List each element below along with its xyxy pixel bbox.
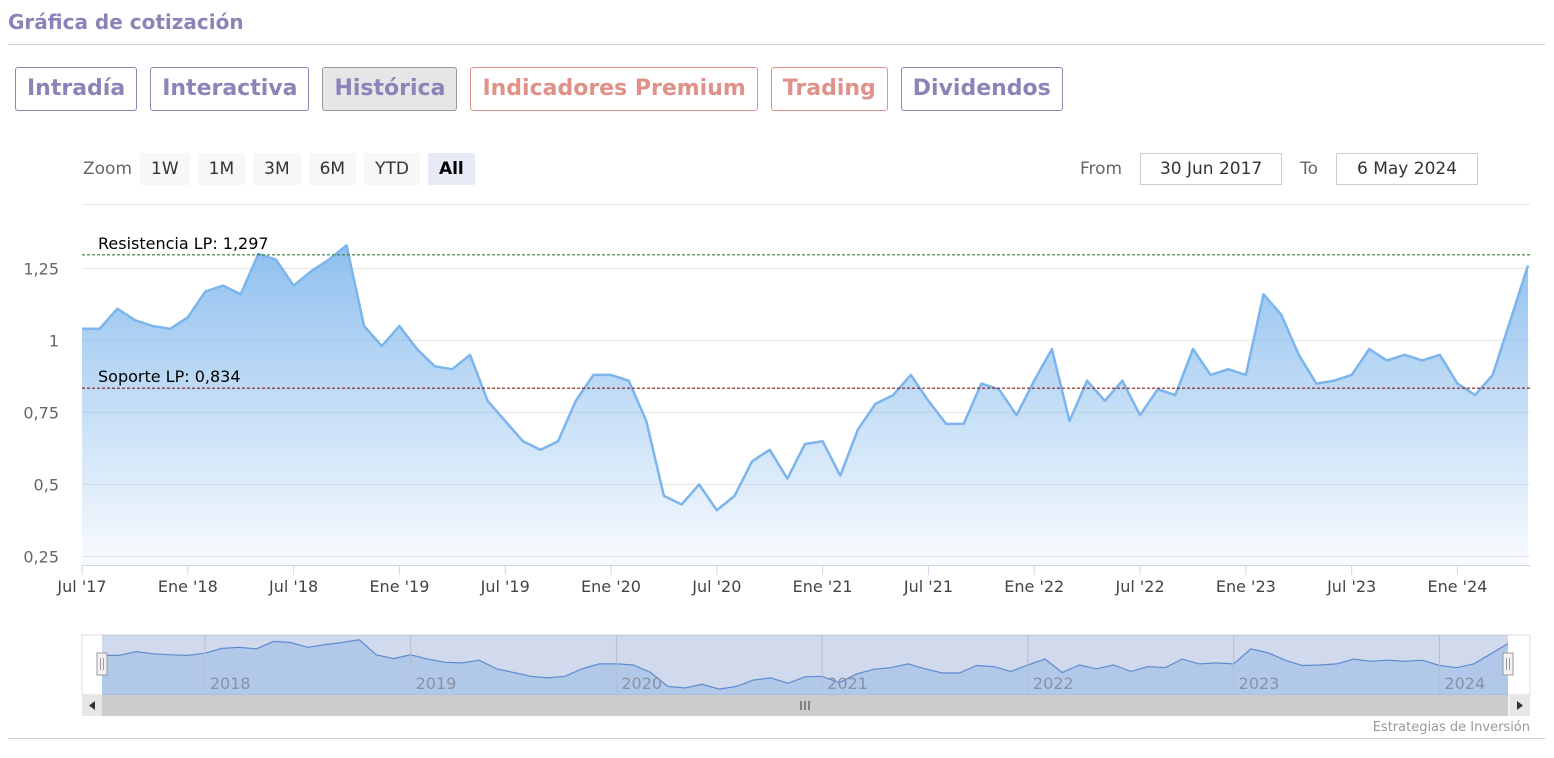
- y-tick-label: 0,75: [23, 403, 59, 422]
- zoom-button[interactable]: 3M: [253, 153, 301, 185]
- area-fill: [82, 245, 1528, 566]
- tab[interactable]: Dividendos: [900, 67, 1063, 111]
- tab[interactable]: Indicadores Premium: [470, 67, 758, 111]
- x-tick-label: Ene '19: [369, 577, 429, 596]
- to-input[interactable]: 6 May 2024: [1336, 153, 1479, 185]
- zoom-button[interactable]: 6M: [308, 153, 357, 185]
- plot-line-label: Soporte LP: 0,834: [98, 367, 241, 386]
- tab[interactable]: Histórica: [322, 67, 458, 111]
- arrow: [89, 701, 95, 710]
- navigator-handle[interactable]: [1502, 652, 1514, 676]
- navigator-mask: [102, 635, 1508, 695]
- navigator-tick-label: 2020: [621, 674, 662, 693]
- zoom-button[interactable]: 1W: [140, 153, 190, 185]
- navigator-tick-label: 2019: [416, 674, 457, 693]
- x-tick-label: Ene '21: [793, 577, 853, 596]
- x-tick-label: Jul '18: [268, 577, 318, 596]
- tab-bar: Intradía Interactiva Histórica Indicadores …: [15, 67, 1063, 111]
- tab[interactable]: Intradía: [15, 67, 138, 111]
- x-tick-label: Jul '20: [691, 577, 741, 596]
- x-tick-label: Jul '22: [1114, 577, 1164, 596]
- x-tick-label: Ene '23: [1216, 577, 1276, 596]
- zoom-button[interactable]: 1M: [197, 153, 246, 185]
- date-range: From 30 Jun 2017 To 6 May 2024: [1080, 153, 1496, 185]
- arrow: [1517, 701, 1523, 710]
- x-tick-label: Ene '20: [581, 577, 641, 596]
- plot-line-label: Resistencia LP: 1,297: [98, 234, 269, 253]
- y-tick-label: 0,5: [34, 475, 59, 494]
- x-tick-label: Ene '24: [1427, 577, 1487, 596]
- y-tick-label: 1: [49, 331, 59, 350]
- navigator-tick-label: 2023: [1239, 674, 1280, 693]
- navigator-line: [102, 639, 1509, 690]
- x-tick-label: Jul '23: [1326, 577, 1376, 596]
- x-tick-label: Ene '18: [158, 577, 218, 596]
- x-tick-label: Jul '21: [903, 577, 953, 596]
- navigator-tick-label: 2024: [1444, 674, 1485, 693]
- x-tick-label: Jul '17: [56, 577, 106, 596]
- navigator-area: [102, 639, 1508, 695]
- zoom-label: Zoom: [83, 159, 133, 179]
- navigator-tick-label: 2018: [210, 674, 251, 693]
- x-tick-label: Jul '19: [480, 577, 530, 596]
- price-line: [82, 244, 1530, 512]
- tab[interactable]: Trading: [770, 67, 888, 111]
- page-title: Gráfica de cotización: [8, 10, 244, 34]
- y-tick-label: 0,25: [23, 547, 59, 566]
- navigator-handle[interactable]: [96, 652, 108, 676]
- navigator-tick-label: 2022: [1033, 674, 1074, 693]
- y-tick-label: 1,25: [23, 259, 59, 278]
- zoom-button[interactable]: YTD: [364, 153, 420, 185]
- from-label: From: [1080, 159, 1123, 179]
- zoom-selector: Zoom 1W 1M 3M 6M YTD All: [83, 153, 475, 185]
- zoom-button[interactable]: All: [427, 153, 475, 185]
- to-label: To: [1300, 159, 1319, 179]
- from-input[interactable]: 30 Jun 2017: [1140, 153, 1283, 185]
- tab[interactable]: Interactiva: [150, 67, 310, 111]
- credits: Estrategias de Inversión: [1373, 720, 1530, 735]
- x-tick-label: Ene '22: [1004, 577, 1064, 596]
- navigator-tick-label: 2021: [827, 674, 868, 693]
